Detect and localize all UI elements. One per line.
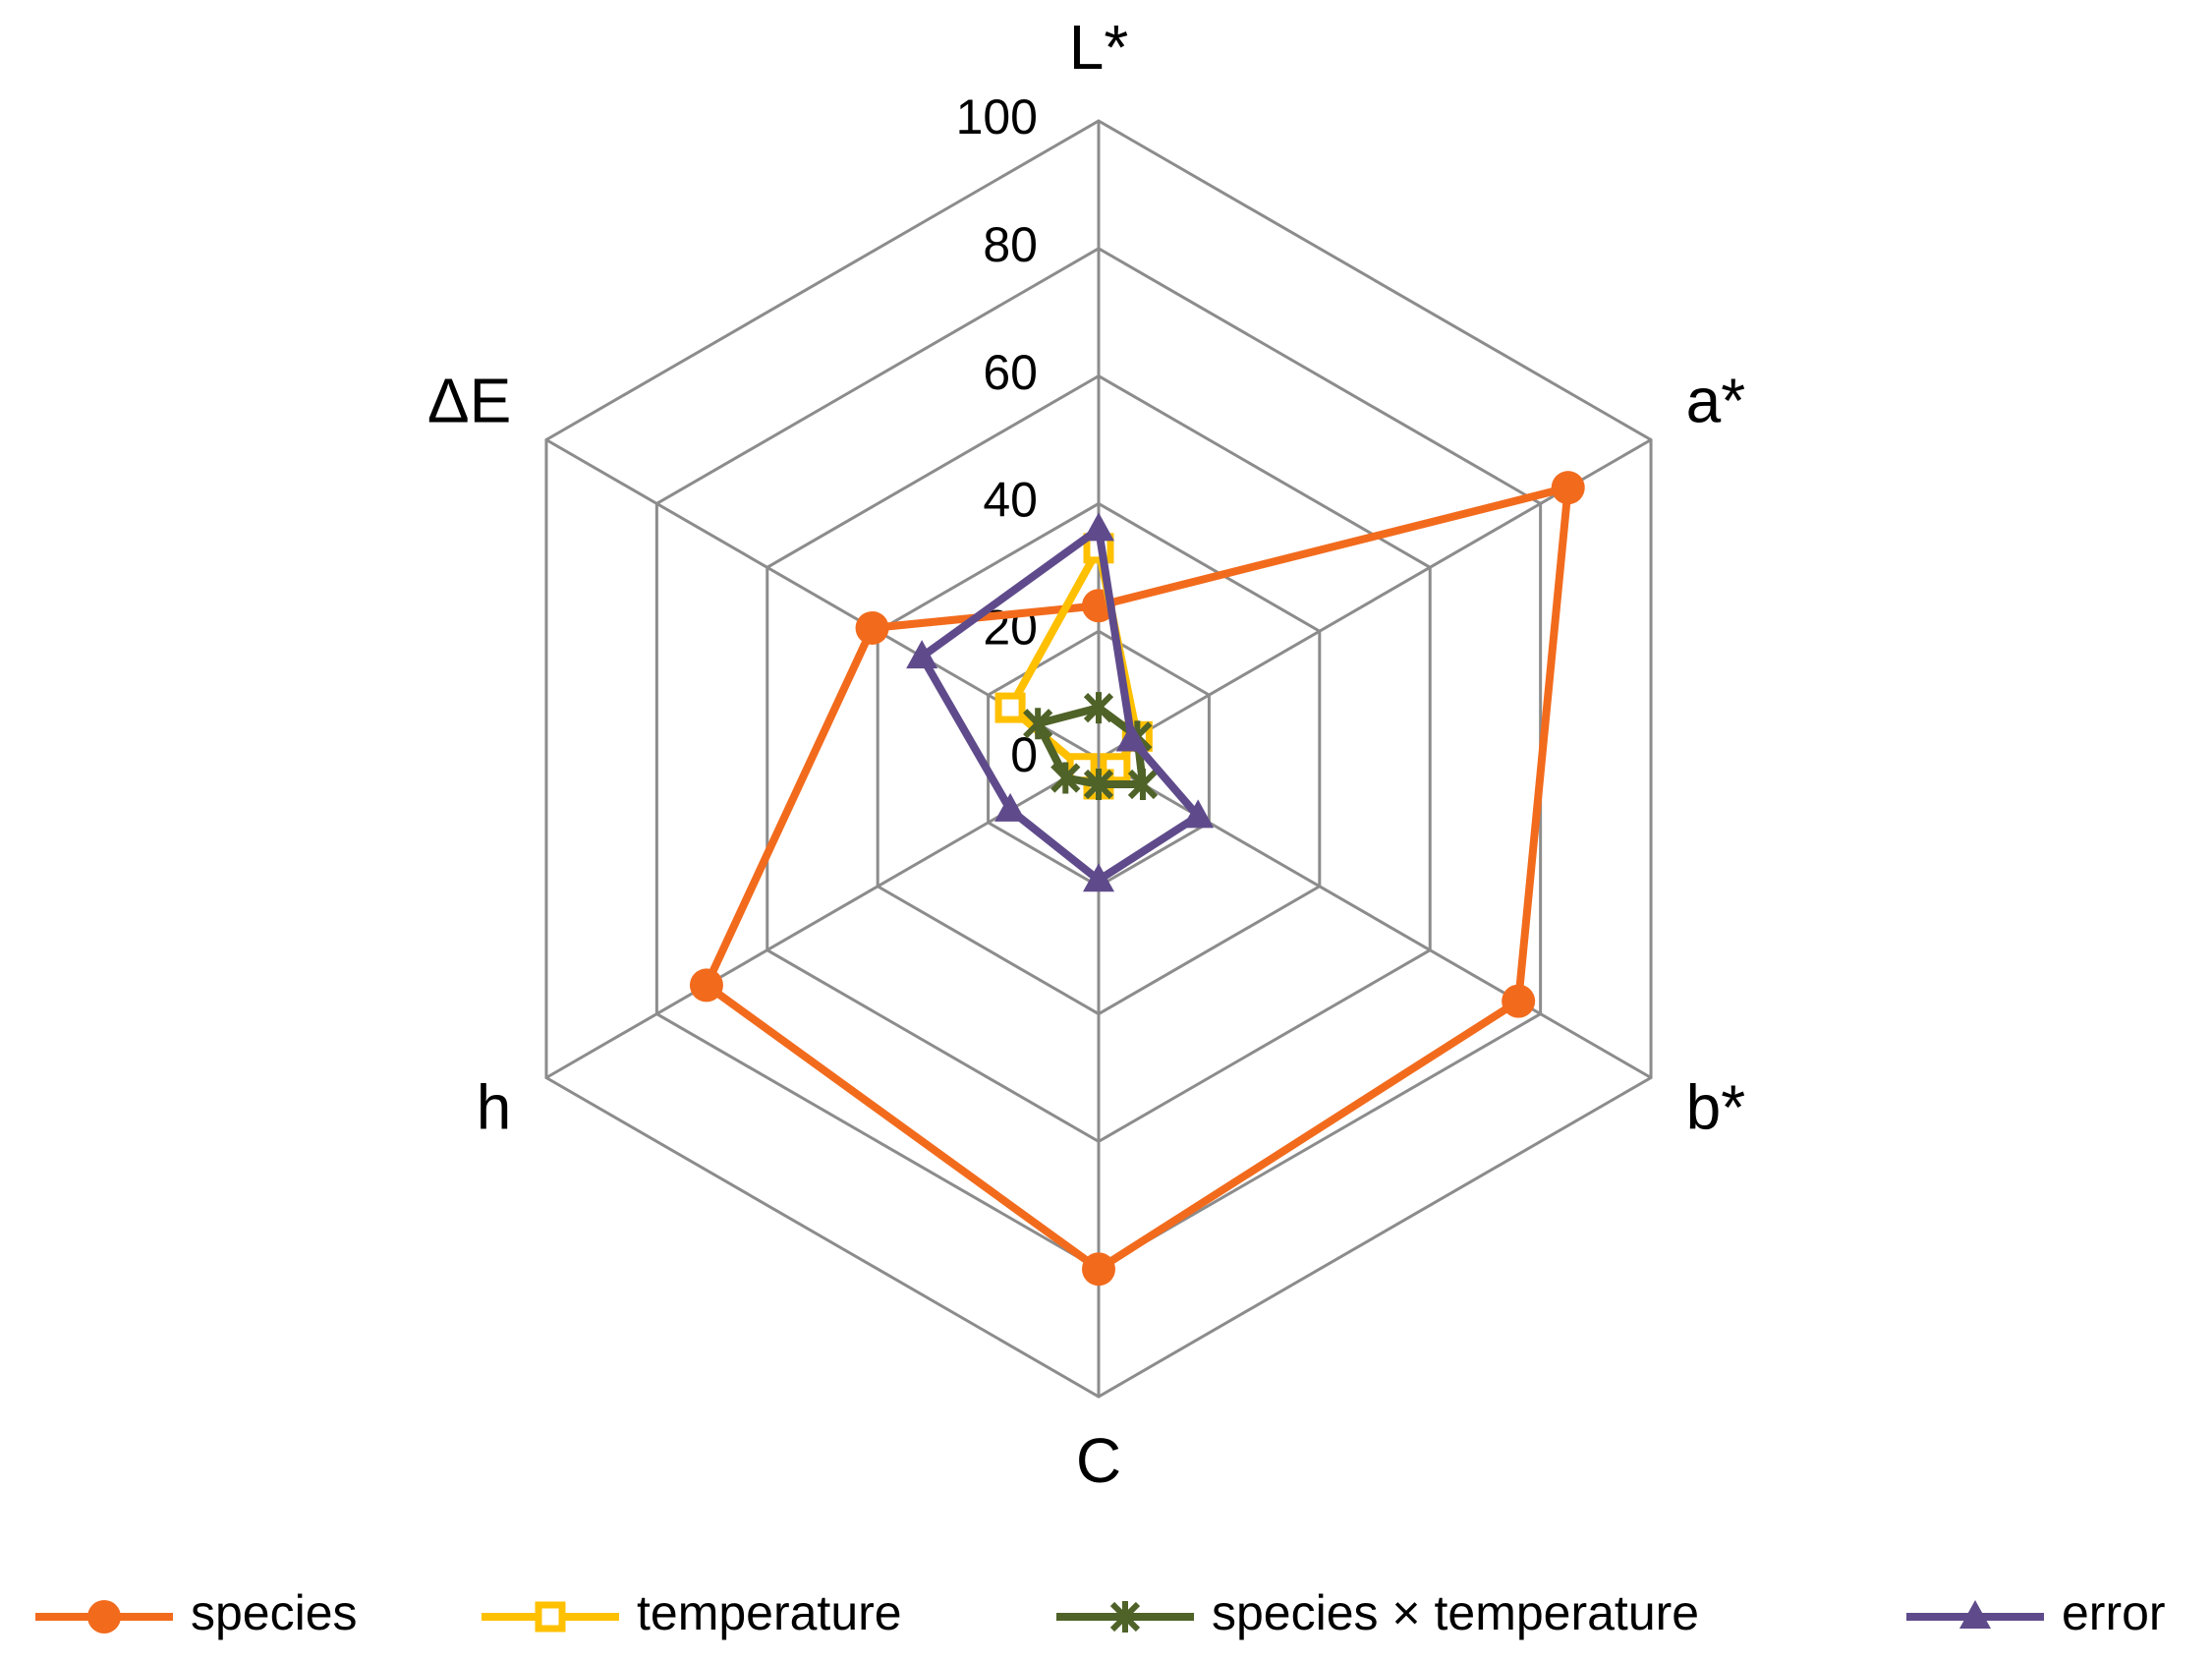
tick-label: 0 [1010, 727, 1038, 782]
data-point [1083, 768, 1114, 800]
spoke [1098, 757, 1652, 1079]
data-point [1050, 762, 1081, 794]
legend-label: species × temperature [1212, 1585, 1699, 1640]
tick-label: 80 [983, 217, 1038, 272]
data-point [855, 610, 889, 645]
axis-label: h [477, 1071, 512, 1142]
data-point [1083, 692, 1114, 724]
data-point [1127, 768, 1159, 800]
data-point [1959, 1600, 1991, 1629]
series-line [701, 482, 1573, 1275]
data-point [87, 1600, 121, 1633]
data-point [1115, 722, 1148, 752]
data-point [906, 640, 938, 669]
axis-label: a* [1686, 365, 1746, 435]
legend-label: species [191, 1585, 358, 1640]
axis-label: ΔE [427, 365, 511, 435]
axis-label: b* [1686, 1071, 1746, 1142]
data-point [689, 968, 723, 1003]
data-point [1182, 799, 1215, 829]
data-point [994, 792, 1027, 822]
tick-label: 100 [956, 89, 1038, 144]
legend-label: temperature [637, 1585, 902, 1640]
data-point [1082, 1252, 1115, 1287]
tick-label: 40 [983, 473, 1038, 528]
data-point [1551, 471, 1585, 505]
data-point [1083, 863, 1114, 892]
data-point [1109, 1601, 1141, 1633]
axis-label: L* [1069, 12, 1129, 83]
data-point [1083, 512, 1114, 542]
tick-label: 60 [983, 345, 1038, 400]
data-point [994, 692, 1026, 723]
data-point [535, 1601, 566, 1633]
data-point [1023, 708, 1053, 740]
legend-label: error [2062, 1585, 2166, 1640]
data-point [1502, 984, 1536, 1018]
axis-label: C [1076, 1425, 1121, 1496]
data-point [1100, 753, 1131, 784]
